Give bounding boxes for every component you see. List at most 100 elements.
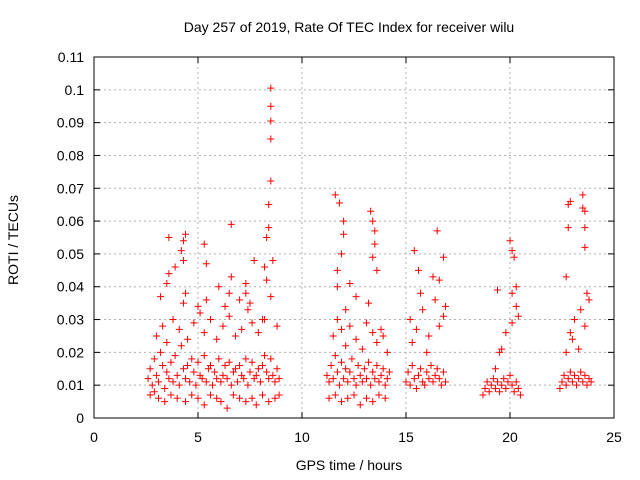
data-point: [263, 276, 271, 284]
data-point: [190, 319, 198, 327]
data-point: [491, 365, 499, 373]
data-point: [431, 296, 439, 304]
data-point: [263, 368, 271, 376]
y-tick-label: 0: [76, 410, 84, 426]
data-point: [487, 381, 495, 389]
data-point: [566, 329, 574, 337]
data-point: [344, 378, 352, 386]
data-point: [379, 332, 387, 340]
data-point: [498, 381, 506, 389]
data-point: [184, 361, 192, 369]
x-axis-label: GPS time / hours: [296, 457, 403, 473]
data-point: [410, 375, 418, 383]
data-point: [338, 358, 346, 366]
data-point: [159, 322, 167, 330]
data-point: [225, 312, 233, 320]
data-point: [231, 365, 239, 373]
data-point: [186, 378, 194, 386]
data-point: [244, 381, 252, 389]
data-point: [206, 391, 214, 399]
data-point: [512, 283, 520, 291]
data-point: [508, 319, 516, 327]
data-point: [346, 368, 354, 376]
data-point: [248, 358, 256, 366]
data-point: [419, 306, 427, 314]
data-point: [379, 365, 387, 373]
data-point: [167, 358, 175, 366]
data-point: [408, 361, 416, 369]
data-point: [494, 378, 502, 386]
data-point: [369, 329, 377, 337]
data-point: [234, 378, 242, 386]
data-point: [365, 358, 373, 366]
data-point: [442, 302, 450, 310]
data-point: [229, 391, 237, 399]
y-tick-label: 0.01: [57, 377, 84, 393]
data-point: [581, 322, 589, 330]
data-point: [516, 391, 524, 399]
data-point: [267, 117, 275, 125]
data-point: [371, 240, 379, 248]
data-point: [242, 279, 250, 287]
data-point: [510, 253, 518, 261]
data-point: [236, 361, 244, 369]
data-point: [423, 348, 431, 356]
data-point: [275, 375, 283, 383]
y-tick-label: 0.04: [57, 279, 84, 295]
data-point: [439, 368, 447, 376]
data-point: [425, 375, 433, 383]
data-point: [333, 316, 341, 324]
data-point: [173, 394, 181, 402]
y-axis-label: ROTI / TECUs: [5, 195, 21, 285]
data-point: [581, 224, 589, 232]
data-point: [383, 348, 391, 356]
data-point: [157, 293, 165, 301]
data-point: [248, 319, 256, 327]
data-point: [502, 329, 510, 337]
data-point: [242, 289, 250, 297]
data-point: [331, 391, 339, 399]
data-point: [167, 391, 175, 399]
data-point: [200, 240, 208, 248]
x-tick-label: 10: [294, 429, 310, 445]
data-point: [221, 361, 229, 369]
data-point: [269, 371, 277, 379]
data-point: [338, 398, 346, 406]
data-point: [377, 371, 385, 379]
data-point: [360, 365, 368, 373]
data-point: [252, 371, 260, 379]
data-point: [171, 263, 179, 271]
data-point: [252, 401, 260, 409]
data-point: [223, 404, 231, 412]
data-point: [369, 398, 377, 406]
data-point: [219, 371, 227, 379]
data-point: [564, 375, 572, 383]
data-point: [265, 398, 273, 406]
data-point: [236, 394, 244, 402]
data-point: [146, 365, 154, 373]
data-point: [250, 256, 258, 264]
data-point: [356, 401, 364, 409]
data-point: [258, 361, 266, 369]
data-point: [202, 260, 210, 268]
data-point: [154, 378, 162, 386]
y-tick-label: 0.02: [57, 344, 84, 360]
data-point: [562, 381, 570, 389]
data-point: [414, 371, 422, 379]
data-point: [267, 102, 275, 110]
data-point: [425, 332, 433, 340]
data-point: [331, 191, 339, 199]
data-point: [489, 375, 497, 383]
data-point: [148, 381, 156, 389]
data-point: [223, 375, 231, 383]
data-point: [267, 293, 275, 301]
data-point: [227, 273, 235, 281]
y-tick-label: 0.05: [57, 246, 84, 262]
data-point: [165, 375, 173, 383]
data-point: [583, 289, 591, 297]
data-point: [383, 375, 391, 383]
data-point: [265, 224, 273, 232]
data-point: [179, 256, 187, 264]
data-point: [510, 388, 518, 396]
data-point: [165, 270, 173, 278]
